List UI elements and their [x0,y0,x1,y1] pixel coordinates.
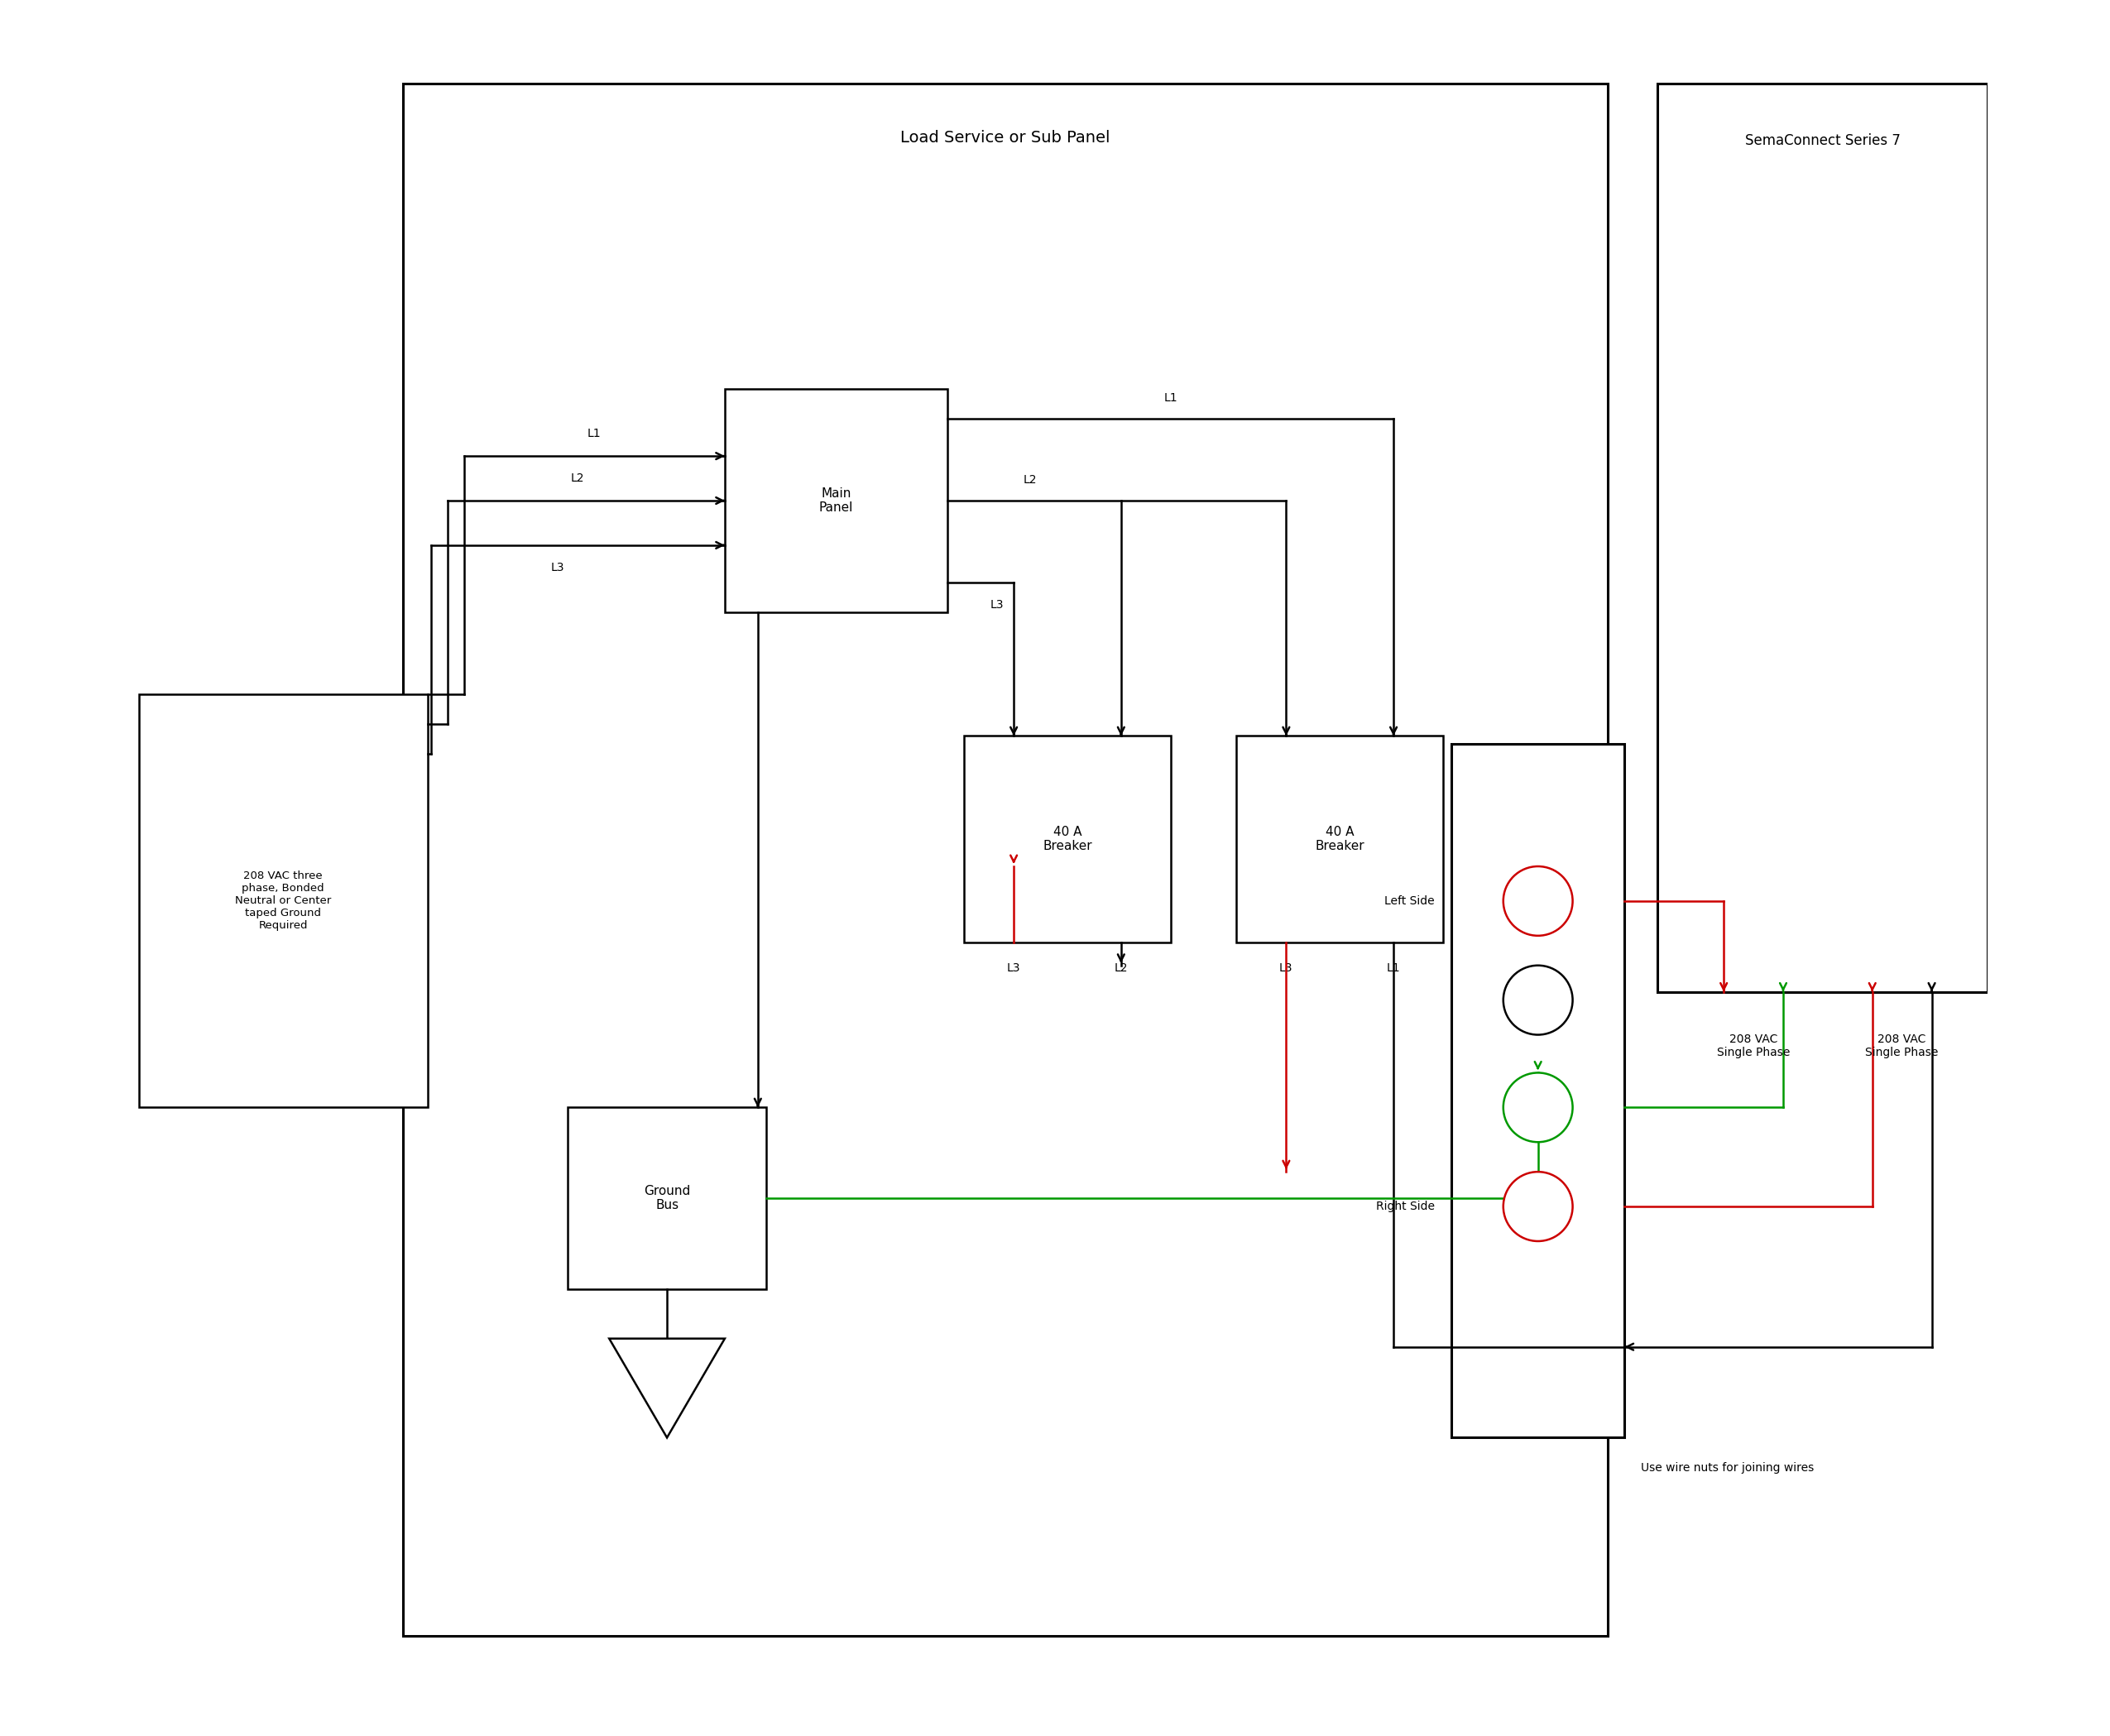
Text: Right Side: Right Side [1376,1201,1435,1212]
Text: 208 VAC three
phase, Bonded
Neutral or Center
taped Ground
Required: 208 VAC three phase, Bonded Neutral or C… [234,871,331,930]
Text: Use wire nuts for joining wires: Use wire nuts for joining wires [1642,1462,1815,1474]
Bar [568,1108,766,1290]
Text: Ground
Bus: Ground Bus [644,1186,690,1212]
Bar [1452,745,1625,1437]
Text: L2: L2 [1114,962,1129,974]
Text: 40 A
Breaker: 40 A Breaker [1042,826,1093,852]
Text: L3: L3 [1006,962,1021,974]
Text: SemaConnect Series 7: SemaConnect Series 7 [1745,134,1901,148]
Text: 40 A
Breaker: 40 A Breaker [1315,826,1365,852]
Text: L3: L3 [551,562,565,573]
Circle shape [1502,1172,1572,1241]
Circle shape [1502,1073,1572,1142]
Bar [403,83,1608,1635]
Circle shape [1502,965,1572,1035]
Text: 208 VAC
Single Phase: 208 VAC Single Phase [1865,1033,1939,1059]
Text: Main
Panel: Main Panel [819,488,852,514]
Text: L1: L1 [1386,962,1401,974]
Text: 208 VAC
Single Phase: 208 VAC Single Phase [1718,1033,1789,1059]
Text: L2: L2 [572,472,584,484]
Bar [1236,736,1443,943]
Circle shape [1502,866,1572,936]
Text: Load Service or Sub Panel: Load Service or Sub Panel [901,130,1110,146]
Text: Left Side: Left Side [1384,896,1435,906]
Bar [139,694,428,1108]
Bar [1658,83,1988,991]
Bar [964,736,1171,943]
Text: L2: L2 [1023,474,1036,486]
Text: L1: L1 [587,429,601,439]
Text: L1: L1 [1165,392,1177,404]
Polygon shape [610,1338,724,1437]
Text: L3: L3 [1279,962,1293,974]
Bar [724,389,947,613]
Text: L3: L3 [990,599,1004,611]
